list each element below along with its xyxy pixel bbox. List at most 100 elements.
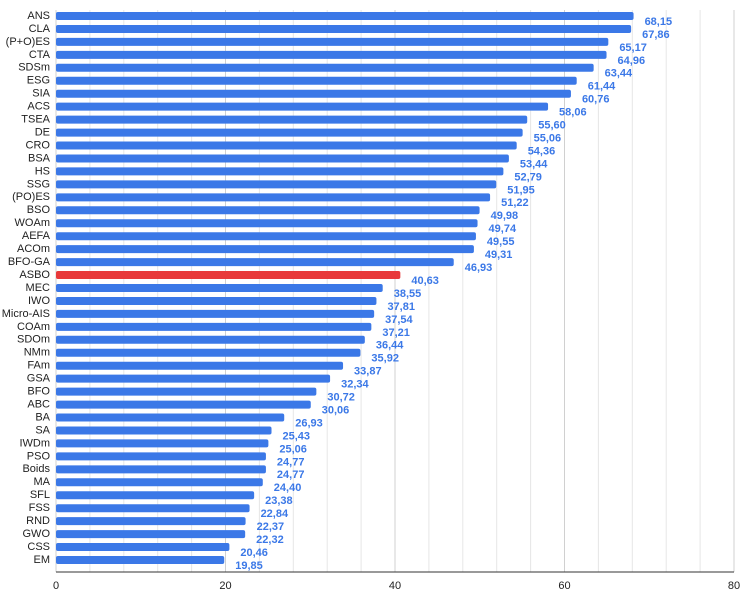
bar	[56, 102, 549, 111]
category-label: Micro-AIS	[2, 308, 50, 320]
category-label: Boids	[22, 463, 50, 475]
category-label: GSA	[27, 373, 51, 385]
value-label: 54,36	[528, 145, 556, 157]
category-label: DE	[35, 126, 50, 138]
bar	[56, 76, 577, 85]
value-label: 35,92	[371, 353, 399, 365]
value-label: 22,32	[256, 534, 284, 546]
category-label: BFO	[27, 386, 50, 398]
bar	[56, 271, 401, 280]
category-label: RND	[26, 515, 50, 527]
category-label: NMm	[24, 347, 50, 359]
category-label: ANS	[27, 10, 50, 22]
bar	[56, 141, 517, 150]
bar	[56, 491, 255, 500]
category-label: HS	[35, 165, 50, 177]
value-label: 32,34	[341, 379, 369, 391]
bar	[56, 206, 480, 215]
category-label: SIA	[32, 88, 50, 100]
bar	[56, 335, 365, 344]
category-label: SA	[35, 424, 50, 436]
value-label: 33,87	[354, 366, 382, 378]
value-label: 37,81	[387, 301, 415, 313]
bar	[56, 309, 375, 318]
value-label: 49,74	[489, 223, 517, 235]
category-label: IWDm	[19, 437, 50, 449]
category-label: IWO	[28, 295, 50, 307]
bar	[56, 517, 246, 526]
bar	[56, 296, 377, 305]
category-label: ESG	[27, 75, 50, 87]
bar	[56, 128, 523, 137]
value-label: 55,06	[534, 132, 562, 144]
category-label: CLA	[29, 23, 51, 35]
bar	[56, 387, 317, 396]
bar	[56, 400, 311, 409]
category-label: SSG	[27, 178, 50, 190]
bar	[56, 89, 571, 98]
value-label: 52,79	[514, 171, 542, 183]
value-label: 68,15	[645, 16, 673, 28]
value-label: 51,22	[501, 197, 529, 209]
value-label: 24,77	[277, 456, 305, 468]
bar	[56, 478, 263, 487]
value-label: 20,46	[240, 547, 268, 559]
category-label: SFL	[30, 489, 50, 501]
value-label: 37,54	[385, 314, 413, 326]
bar	[56, 465, 266, 474]
category-label: ABC	[27, 398, 50, 410]
value-label: 22,37	[257, 521, 285, 533]
bar	[56, 413, 285, 422]
value-label: 51,95	[507, 184, 535, 196]
bar	[56, 426, 272, 435]
value-label: 55,60	[538, 120, 566, 132]
category-label: SDOm	[17, 334, 50, 346]
category-label: (P+O)ES	[6, 36, 50, 48]
category-label: ACS	[27, 101, 50, 113]
bar	[56, 452, 266, 461]
bar	[56, 63, 594, 72]
category-label: (PO)ES	[12, 191, 50, 203]
category-label: FSS	[29, 502, 50, 514]
value-label: 22,84	[261, 508, 289, 520]
bar	[56, 361, 344, 370]
bar	[56, 12, 634, 20]
x-tick-label: 0	[53, 580, 59, 592]
value-label: 30,06	[322, 404, 350, 416]
category-label: MA	[34, 476, 51, 488]
value-label: 49,98	[491, 210, 519, 222]
bar	[56, 167, 504, 176]
value-label: 36,44	[376, 340, 404, 352]
category-label: BSO	[27, 204, 51, 216]
bar	[56, 115, 528, 124]
bar	[56, 37, 609, 46]
category-label: PSO	[27, 450, 51, 462]
value-label: 60,76	[582, 94, 610, 106]
bar	[56, 180, 497, 189]
value-label: 49,55	[487, 236, 515, 248]
category-label: GWO	[23, 528, 51, 540]
value-label: 65,17	[619, 42, 647, 54]
value-label: 38,55	[394, 288, 422, 300]
category-label: MEC	[26, 282, 51, 294]
value-label: 58,06	[559, 107, 587, 119]
x-tick-label: 80	[728, 580, 740, 592]
bar	[56, 348, 361, 357]
bar	[56, 284, 383, 292]
category-label: COAm	[17, 321, 50, 333]
bar	[56, 50, 607, 59]
bar	[56, 530, 246, 539]
value-label: 19,85	[235, 560, 263, 572]
category-label: CTA	[29, 49, 51, 61]
value-label: 61,44	[588, 81, 616, 93]
bar	[56, 322, 372, 331]
category-label: BSA	[28, 152, 51, 164]
category-label: TSEA	[21, 114, 50, 126]
value-label: 67,86	[642, 29, 670, 41]
value-label: 64,96	[618, 55, 646, 67]
category-label: FAm	[27, 360, 50, 372]
value-label: 53,44	[520, 158, 548, 170]
bar	[56, 439, 269, 448]
value-label: 24,40	[274, 482, 302, 494]
